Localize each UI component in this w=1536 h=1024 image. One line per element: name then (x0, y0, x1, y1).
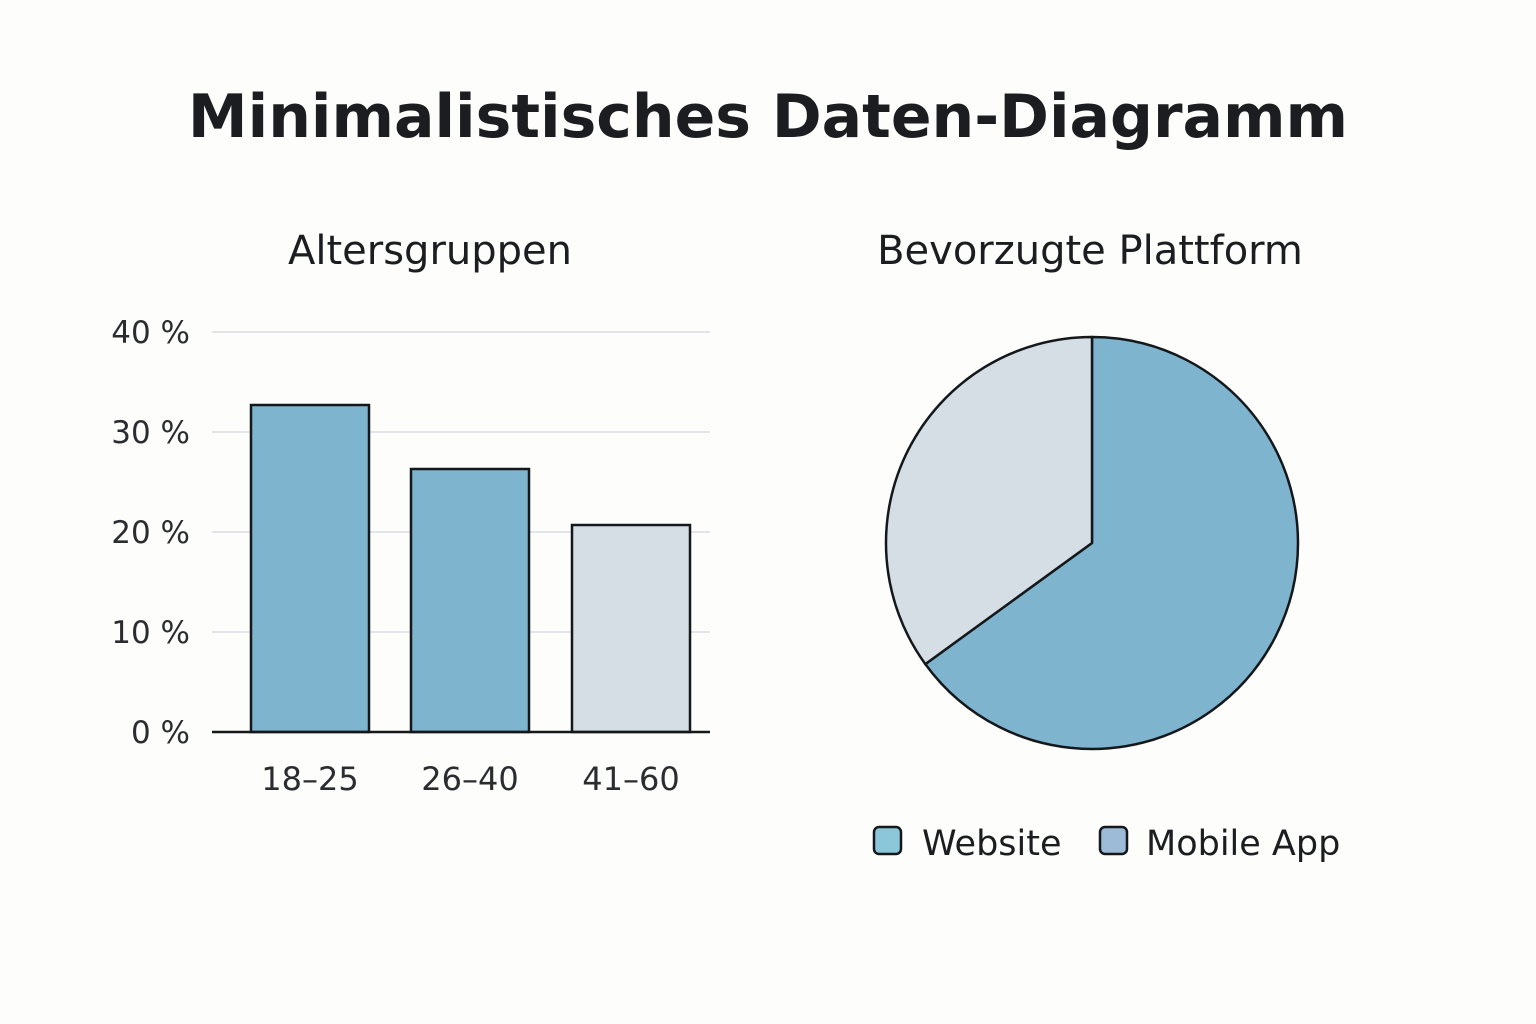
bar-18–25 (249, 403, 371, 734)
bar-chart: 0 % 10 % 20 % 30 % 40 % 18–25 26–40 41–60 (111, 315, 710, 798)
y-tick-label: 0 % (131, 715, 190, 751)
pie-slice-mobile-app (884, 335, 1094, 666)
y-tick-label: 10 % (111, 615, 190, 651)
main-title: Minimalistisches Daten-Diagramm (187, 82, 1349, 152)
pie-chart (884, 335, 1300, 751)
legend-swatch (872, 825, 903, 856)
x-tick-label: 41–60 (582, 760, 679, 798)
pie-chart-title: Bevorzugte Plattform (877, 228, 1303, 274)
y-tick-label: 20 % (111, 515, 190, 551)
y-tick-label: 40 % (111, 315, 190, 351)
legend-label: Website (922, 824, 1062, 864)
pie-legend: Website Mobile App (872, 824, 1340, 864)
y-tick-label: 30 % (111, 415, 190, 451)
pie-slice-website (924, 335, 1300, 751)
bar-26–40 (409, 467, 531, 734)
bar-41–60 (570, 523, 692, 734)
x-tick-label: 26–40 (421, 760, 518, 798)
bar-chart-title: Altersgruppen (288, 228, 572, 274)
legend-label: Mobile App (1146, 824, 1340, 864)
legend-swatch (1098, 825, 1129, 856)
x-tick-label: 18–25 (261, 760, 358, 798)
